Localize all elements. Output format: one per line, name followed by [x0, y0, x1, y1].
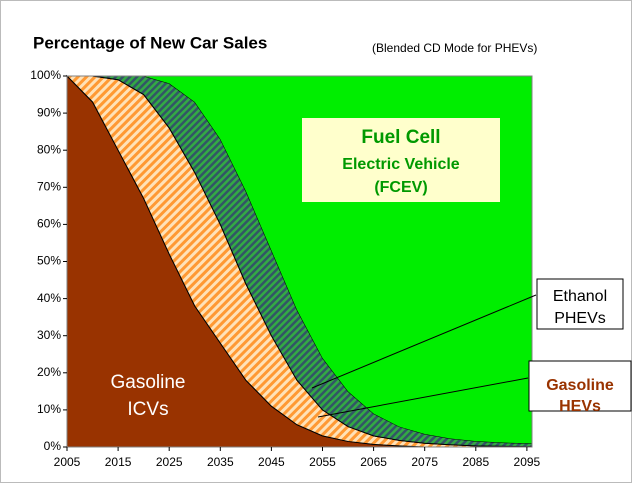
x-tick-label: 2025 [156, 455, 183, 469]
y-tick-label: 30% [37, 328, 61, 342]
label-box [536, 278, 624, 330]
series-label: PHEVs [554, 310, 606, 327]
y-tick-label: 80% [37, 142, 61, 156]
y-tick-label: 60% [37, 217, 61, 231]
y-tick-label: 70% [37, 179, 61, 193]
y-tick-label: 90% [37, 105, 61, 119]
series-label: Gasoline [546, 377, 614, 394]
y-tick-label: 10% [37, 402, 61, 416]
x-tick-label: 2035 [207, 455, 234, 469]
leader-line [317, 377, 529, 418]
chart-title: Percentage of New Car Sales [33, 33, 267, 52]
x-tick-label: 2045 [258, 455, 285, 469]
chart-subtitle: (Blended CD Mode for PHEVs) [372, 41, 537, 55]
annotations: Gasoline ICVs Gasoline HEVs Ethanol PHEVs Fuel… [111, 118, 632, 420]
x-tick-label: 2055 [309, 455, 336, 469]
series-label: Fuel Cell [361, 127, 440, 148]
series-label: ICVs [127, 399, 168, 420]
y-tick-label: 100% [30, 68, 61, 82]
series-label: Ethanol [553, 288, 607, 305]
series-label: Gasoline [111, 372, 186, 393]
x-tick-label: 2085 [462, 455, 489, 469]
x-tick-label: 2075 [411, 455, 438, 469]
series-label: (FCEV) [374, 179, 427, 196]
series-label: HEVs [559, 398, 601, 415]
y-tick-label: 40% [37, 291, 61, 305]
series-label: Electric Vehicle [342, 156, 460, 173]
y-tick-label: 0% [44, 439, 62, 453]
label-box [528, 360, 632, 412]
x-tick-label: 2065 [360, 455, 387, 469]
label-box [302, 118, 500, 202]
x-tick-label: 2095 [514, 455, 541, 469]
y-tick-label: 20% [37, 365, 61, 379]
leader-line [311, 294, 537, 389]
x-tick-label: 2005 [54, 455, 81, 469]
x-tick-label: 2015 [105, 455, 132, 469]
y-tick-label: 50% [37, 254, 61, 268]
